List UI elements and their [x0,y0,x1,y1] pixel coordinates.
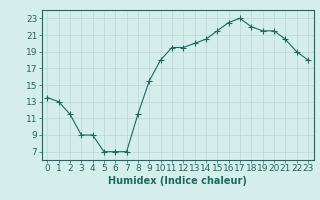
X-axis label: Humidex (Indice chaleur): Humidex (Indice chaleur) [108,176,247,186]
